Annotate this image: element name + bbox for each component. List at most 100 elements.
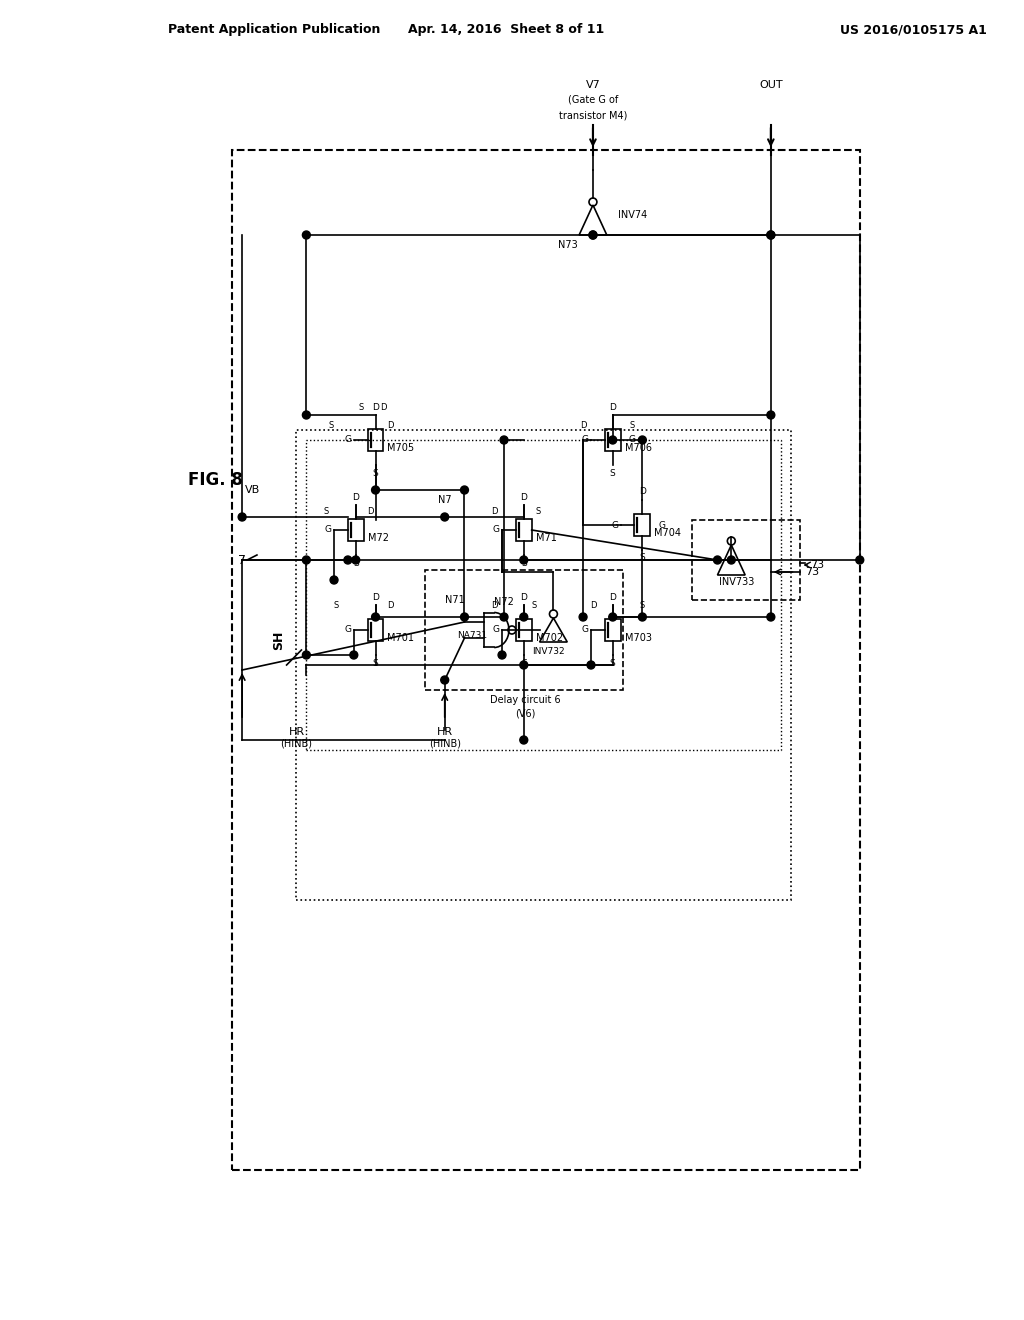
Text: G: G (493, 626, 500, 635)
Circle shape (350, 651, 357, 659)
Text: S: S (610, 469, 615, 478)
Text: G: G (658, 520, 666, 529)
Circle shape (352, 556, 359, 564)
Text: D: D (609, 593, 616, 602)
Text: M701: M701 (387, 634, 415, 643)
Text: G: G (493, 525, 500, 535)
Circle shape (372, 612, 380, 620)
Text: INV732: INV732 (532, 648, 565, 656)
Circle shape (440, 513, 449, 521)
Circle shape (767, 612, 775, 620)
Circle shape (461, 486, 468, 494)
Text: D: D (580, 421, 587, 429)
Text: S: S (334, 601, 339, 610)
Text: M72: M72 (368, 533, 389, 543)
Text: N7: N7 (438, 495, 452, 506)
Circle shape (302, 651, 310, 659)
Text: D: D (387, 601, 393, 610)
Text: N71: N71 (444, 595, 465, 605)
Text: INV74: INV74 (617, 210, 647, 220)
Text: S: S (630, 421, 635, 429)
Text: M706: M706 (625, 444, 651, 453)
Text: S: S (536, 507, 542, 516)
Circle shape (500, 436, 508, 444)
Bar (232, 150, 860, 1170)
Circle shape (500, 612, 508, 620)
Text: G: G (325, 525, 332, 535)
Circle shape (372, 486, 380, 494)
Text: D: D (372, 593, 379, 602)
Circle shape (440, 676, 449, 684)
Text: S: S (329, 421, 334, 429)
Text: D: D (387, 421, 393, 429)
Text: M705: M705 (387, 444, 415, 453)
Text: 73: 73 (806, 568, 819, 577)
Circle shape (767, 231, 775, 239)
Text: Delay circuit 6: Delay circuit 6 (490, 696, 561, 705)
Text: M703: M703 (625, 634, 651, 643)
Bar (297, 430, 791, 900)
Text: D: D (639, 487, 646, 496)
Text: S: S (373, 469, 379, 478)
Bar (368, 619, 383, 642)
Circle shape (714, 556, 722, 564)
Text: US 2016/0105175 A1: US 2016/0105175 A1 (840, 24, 987, 37)
Text: OUT: OUT (759, 81, 782, 90)
Text: N72: N72 (494, 597, 514, 607)
Circle shape (580, 612, 587, 620)
Text: G: G (582, 626, 589, 635)
Circle shape (520, 737, 527, 744)
Bar (516, 619, 531, 642)
Bar (692, 520, 801, 601)
Text: D: D (352, 492, 359, 502)
Bar (348, 519, 364, 541)
Text: S: S (640, 601, 645, 610)
Text: S: S (640, 553, 645, 562)
Text: INV733: INV733 (719, 577, 754, 587)
Text: (Gate G of: (Gate G of (568, 95, 618, 106)
Bar (306, 440, 780, 750)
Text: (HINB): (HINB) (281, 739, 312, 748)
Circle shape (520, 612, 527, 620)
Text: 7: 7 (239, 553, 246, 566)
Text: (V6): (V6) (515, 708, 536, 718)
Bar (425, 570, 623, 690)
Text: FIG. 8: FIG. 8 (187, 471, 243, 488)
Text: S: S (521, 558, 526, 568)
Circle shape (344, 556, 352, 564)
Circle shape (302, 556, 310, 564)
Text: S: S (531, 601, 537, 610)
Text: D: D (368, 507, 374, 516)
Circle shape (638, 612, 646, 620)
Text: D: D (590, 601, 596, 610)
Text: (HINB): (HINB) (429, 739, 461, 748)
Circle shape (302, 231, 310, 239)
Circle shape (589, 231, 597, 239)
Text: S: S (353, 558, 358, 568)
Circle shape (587, 661, 595, 669)
Circle shape (608, 612, 616, 620)
Text: G: G (344, 626, 351, 635)
Bar (605, 619, 621, 642)
Text: S: S (358, 403, 364, 412)
Text: 73: 73 (810, 560, 824, 570)
Circle shape (589, 231, 597, 239)
Circle shape (330, 576, 338, 583)
Text: D: D (372, 403, 379, 412)
Text: S: S (610, 659, 615, 668)
Text: N73: N73 (558, 240, 579, 249)
Bar (605, 429, 621, 451)
Text: M71: M71 (536, 533, 556, 543)
Text: D: D (490, 601, 498, 610)
Circle shape (638, 436, 646, 444)
Circle shape (461, 612, 468, 620)
Circle shape (767, 411, 775, 418)
Text: Apr. 14, 2016  Sheet 8 of 11: Apr. 14, 2016 Sheet 8 of 11 (408, 24, 604, 37)
Circle shape (520, 556, 527, 564)
Circle shape (239, 513, 246, 521)
Bar (368, 429, 383, 451)
Circle shape (727, 556, 735, 564)
Text: G: G (344, 436, 351, 445)
Text: transistor M4): transistor M4) (559, 110, 627, 120)
Text: S: S (373, 659, 379, 668)
